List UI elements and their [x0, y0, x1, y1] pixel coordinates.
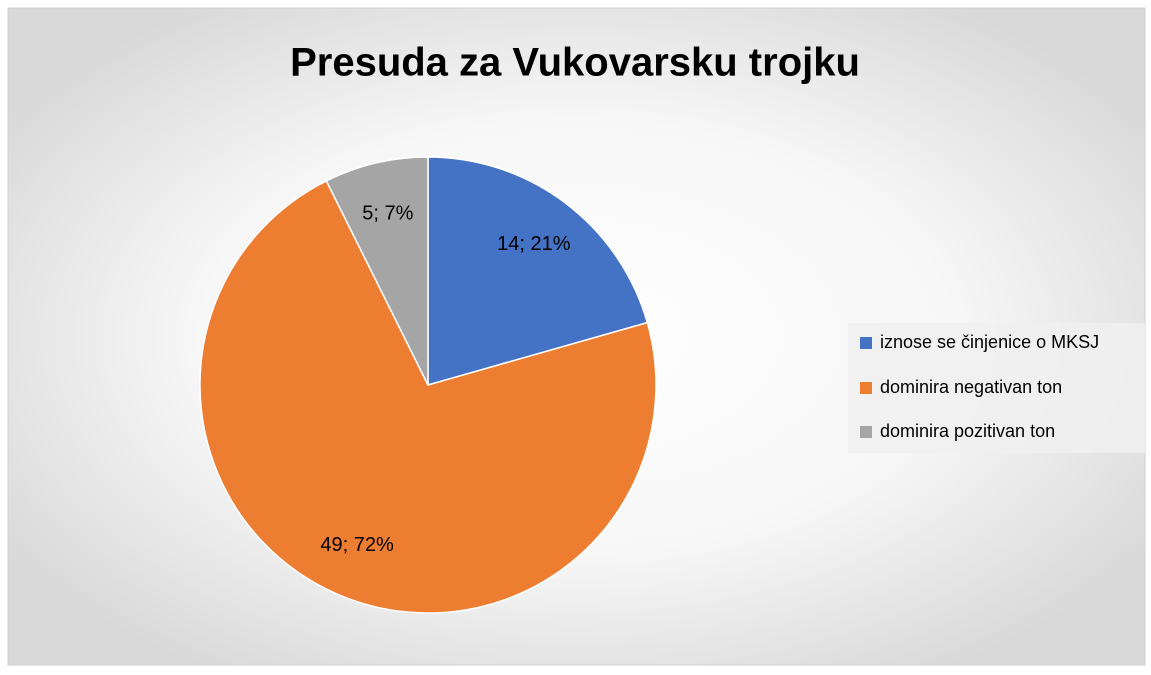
data-label: 14; 21%: [497, 233, 571, 255]
legend-label: iznose se činjenice o MKSJ: [880, 332, 1099, 352]
data-label: 49; 72%: [320, 534, 394, 556]
chart-title: Presuda za Vukovarsku trojku: [290, 41, 860, 85]
legend-swatch: [860, 337, 872, 349]
pie-slice: [199, 179, 657, 614]
legend-swatch: [860, 382, 872, 394]
data-label: 5; 7%: [362, 202, 413, 224]
pie-slice: [427, 156, 649, 386]
legend-swatch: [860, 426, 872, 438]
legend-label: dominira negativan ton: [880, 377, 1062, 397]
pie-slice: [325, 156, 429, 386]
legend-box: [848, 323, 1145, 453]
legend-label: dominira pozitivan ton: [880, 421, 1055, 441]
